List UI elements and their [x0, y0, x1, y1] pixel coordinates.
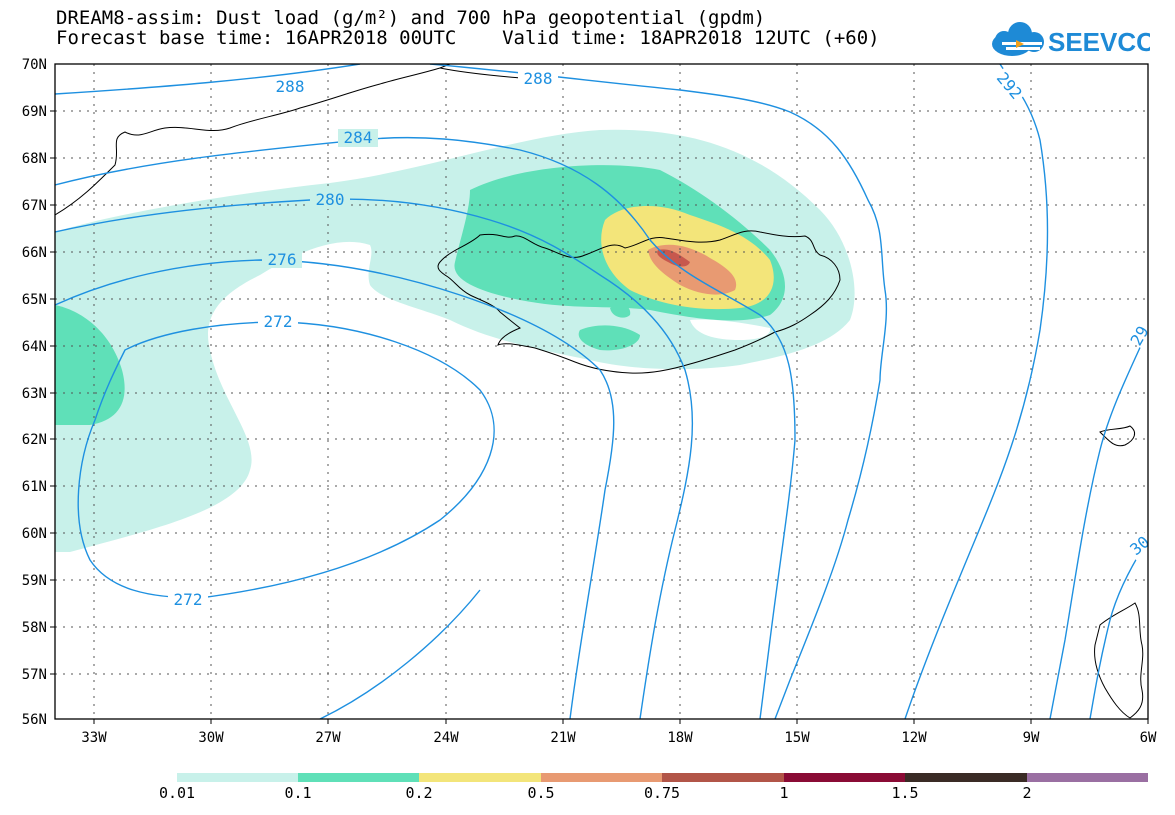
colorbar-swatch	[177, 773, 298, 782]
lat-label: 67N	[22, 198, 47, 214]
logo-text: SEEVCCC	[1048, 27, 1150, 57]
lon-label: 33W	[81, 730, 107, 746]
map-title: DREAM8-assim: Dust load (g/m²) and 700 h…	[56, 7, 766, 29]
clear-gap	[690, 319, 771, 340]
iceland-coast	[437, 230, 841, 374]
dust-level-0.01	[55, 129, 855, 552]
colorbar-swatch	[784, 773, 905, 782]
contour-label: 272	[264, 312, 293, 331]
greenland-coast-east	[439, 67, 521, 79]
lon-label: 21W	[550, 730, 576, 746]
seevccc-logo: SEEVCCC	[992, 22, 1150, 57]
lat-label: 64N	[22, 339, 47, 355]
contour-272	[77, 321, 495, 599]
contour-288-b	[429, 64, 888, 719]
colorbar-label: 2	[1022, 784, 1032, 802]
colorbar-label: 0.01	[158, 784, 196, 802]
lon-label: 9W	[1023, 730, 1040, 746]
contour-label: 284	[344, 128, 373, 147]
colorbar-swatch	[298, 773, 419, 782]
lat-label: 56N	[22, 712, 47, 728]
lon-label: 27W	[315, 730, 341, 746]
colorbar-label: 0.75	[643, 784, 681, 802]
faroe-islands	[1099, 425, 1136, 447]
lon-label: 18W	[667, 730, 693, 746]
contour-label: 272	[174, 590, 203, 609]
contour-280	[55, 198, 694, 719]
longitude-labels: 33W 30W 27W 24W 21W 18W 15W 12W 9W 6W	[81, 730, 1157, 746]
colorbar-label: 1	[779, 784, 789, 802]
dust-level-0.75	[657, 249, 690, 267]
colorbar-label: 0.2	[405, 784, 433, 802]
lat-label: 58N	[22, 620, 47, 636]
lon-label: 12W	[901, 730, 927, 746]
colorbar-label: 1.5	[891, 784, 919, 802]
colorbar-swatch	[1027, 773, 1148, 782]
contour-296	[1049, 329, 1148, 719]
greenland-coast	[55, 64, 451, 216]
dust-west-patch	[55, 305, 125, 425]
axis-ticks	[50, 110, 1149, 724]
graticule	[55, 64, 1148, 719]
lon-label: 15W	[784, 730, 810, 746]
contour-label: 30	[1126, 532, 1153, 559]
contour-300	[1089, 539, 1148, 719]
contour-276	[55, 259, 615, 719]
colorbar	[177, 773, 1148, 782]
lat-label: 65N	[22, 292, 47, 308]
colorbar-label: 0.1	[284, 784, 312, 802]
dust-patch-small-1	[578, 325, 640, 351]
colorbar-swatch	[905, 773, 1027, 782]
colorbar-swatch	[541, 773, 662, 782]
lat-label: 62N	[22, 432, 47, 448]
lat-label: 61N	[22, 479, 47, 495]
dust-patch-small-2	[610, 304, 631, 318]
contour-label: 288	[276, 77, 305, 96]
plot-frame	[54, 63, 1149, 720]
cloud-icon	[992, 22, 1044, 56]
lat-label: 57N	[22, 667, 47, 683]
colorbar-swatch	[662, 773, 784, 782]
contour-label: 288	[524, 69, 553, 88]
plot-area: 288 288 292 284 280 276 272 272 29 30	[55, 64, 1153, 719]
geopotential-contours	[55, 64, 1148, 719]
contour-288	[55, 64, 361, 95]
contour-284	[55, 136, 796, 719]
lon-label: 30W	[198, 730, 224, 746]
dust-load-shading	[55, 129, 855, 552]
colorbar-label: 0.5	[527, 784, 555, 802]
latitude-labels: 70N 69N 68N 67N 66N 65N 64N 63N 62N 61N …	[22, 57, 47, 728]
lat-label: 59N	[22, 573, 47, 589]
colorbar-swatch	[419, 773, 541, 782]
contour-292	[904, 64, 1049, 719]
lat-label: 68N	[22, 151, 47, 167]
forecast-time-line: Forecast base time: 16APR2018 00UTC Vali…	[56, 27, 880, 49]
contour-272-b	[319, 589, 481, 719]
contour-label: 276	[268, 250, 297, 269]
lat-label: 70N	[22, 57, 47, 73]
lat-label: 60N	[22, 526, 47, 542]
scotland-coast	[1094, 602, 1144, 719]
lon-label: 24W	[433, 730, 459, 746]
contour-label: 280	[316, 190, 345, 209]
contour-label: 29	[1127, 323, 1153, 349]
lat-label: 69N	[22, 104, 47, 120]
lon-label: 6W	[1140, 730, 1157, 746]
lat-label: 66N	[22, 245, 47, 261]
coastlines	[55, 64, 1144, 719]
lat-label: 63N	[22, 386, 47, 402]
